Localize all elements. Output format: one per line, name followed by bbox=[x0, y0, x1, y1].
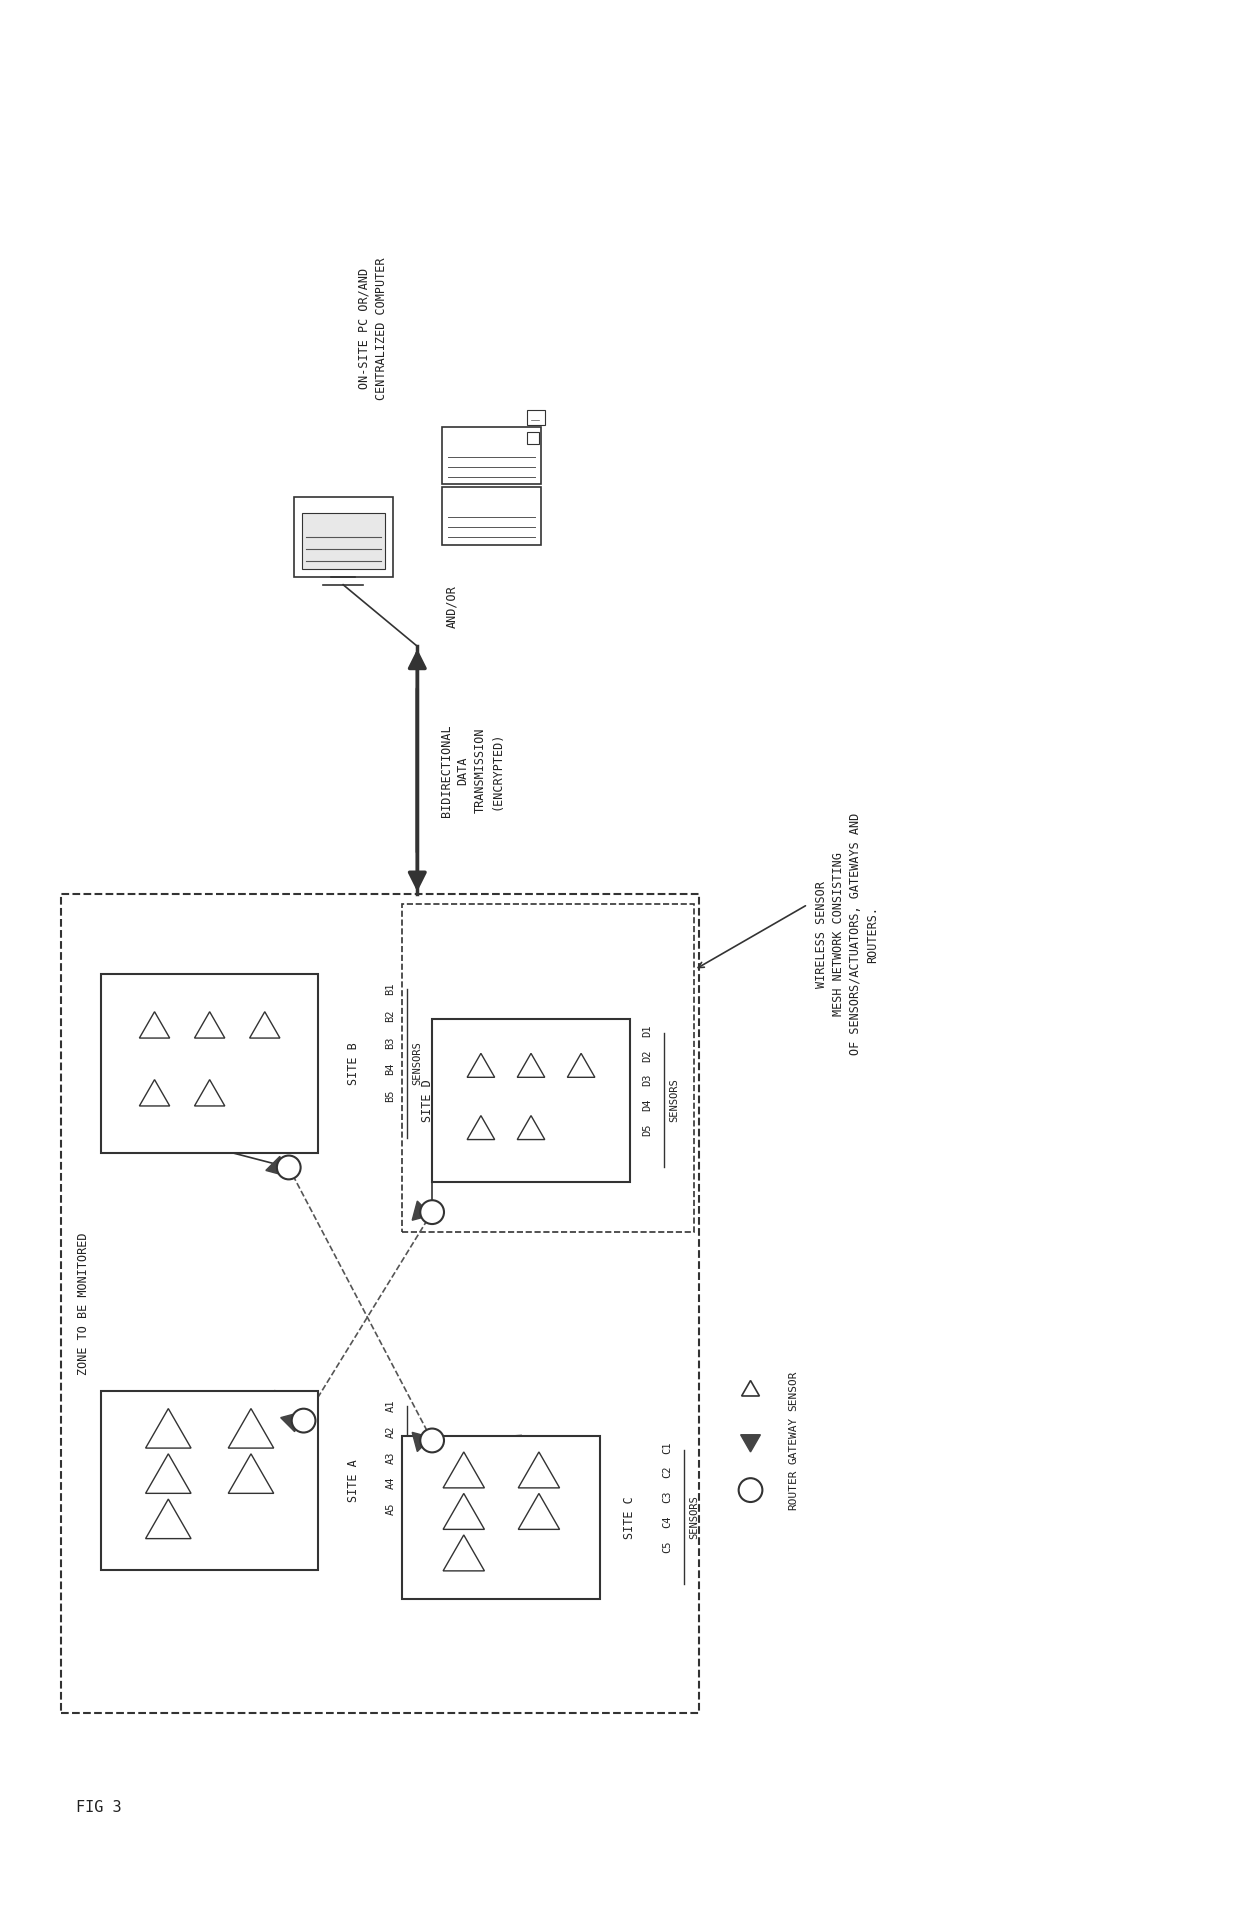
Bar bbox=[527, 433, 539, 444]
Bar bbox=[441, 427, 541, 484]
Polygon shape bbox=[443, 1453, 485, 1487]
Text: A5: A5 bbox=[386, 1502, 396, 1516]
Text: C4: C4 bbox=[662, 1516, 672, 1527]
Text: C1: C1 bbox=[662, 1441, 672, 1453]
Polygon shape bbox=[280, 1413, 300, 1432]
Text: SITE B: SITE B bbox=[346, 1041, 360, 1085]
Polygon shape bbox=[740, 1436, 760, 1453]
Text: D1: D1 bbox=[642, 1024, 652, 1037]
Polygon shape bbox=[195, 1013, 224, 1037]
Polygon shape bbox=[742, 1380, 759, 1395]
Polygon shape bbox=[412, 1202, 432, 1221]
Text: ON-SITE PC OR/AND
CENTRALIZED COMPUTER: ON-SITE PC OR/AND CENTRALIZED COMPUTER bbox=[358, 256, 388, 400]
Text: SITE C: SITE C bbox=[624, 1497, 636, 1539]
Text: D2: D2 bbox=[642, 1049, 652, 1062]
Polygon shape bbox=[145, 1455, 191, 1493]
Text: B3: B3 bbox=[386, 1035, 396, 1049]
Text: B5: B5 bbox=[386, 1089, 396, 1102]
Bar bbox=[403, 905, 694, 1233]
Text: SENSORS: SENSORS bbox=[412, 1458, 423, 1502]
Polygon shape bbox=[467, 1116, 495, 1139]
Text: C3: C3 bbox=[662, 1491, 672, 1502]
Bar bbox=[441, 488, 541, 544]
Polygon shape bbox=[443, 1535, 485, 1571]
Polygon shape bbox=[228, 1455, 274, 1493]
Polygon shape bbox=[518, 1453, 559, 1487]
Text: D4: D4 bbox=[642, 1099, 652, 1112]
Text: WIRELESS SENSOR
MESH NETWORK CONSISTING
OF SENSORS/ACTUATORS, GATEWAYS AND
ROUTE: WIRELESS SENSOR MESH NETWORK CONSISTING … bbox=[816, 813, 879, 1055]
Text: FIG 3: FIG 3 bbox=[76, 1801, 122, 1814]
Bar bbox=[100, 974, 319, 1152]
Text: AND/OR: AND/OR bbox=[445, 586, 459, 628]
Text: B2: B2 bbox=[386, 1009, 396, 1022]
Polygon shape bbox=[568, 1053, 595, 1078]
Text: SENSORS: SENSORS bbox=[689, 1495, 699, 1539]
Text: C2: C2 bbox=[662, 1466, 672, 1478]
Text: D5: D5 bbox=[642, 1124, 652, 1137]
Bar bbox=[527, 410, 544, 425]
Bar bbox=[403, 1436, 600, 1600]
Polygon shape bbox=[265, 1156, 285, 1175]
Text: SENSORS: SENSORS bbox=[670, 1079, 680, 1122]
Text: SITE A: SITE A bbox=[346, 1458, 360, 1502]
Text: GATEWAY: GATEWAY bbox=[789, 1416, 799, 1464]
Text: SENSOR: SENSOR bbox=[789, 1370, 799, 1411]
Text: SITE D: SITE D bbox=[420, 1079, 434, 1122]
Circle shape bbox=[420, 1428, 444, 1453]
Circle shape bbox=[291, 1409, 315, 1432]
Polygon shape bbox=[517, 1053, 544, 1078]
Bar bbox=[432, 1018, 630, 1183]
Text: BIDIRECTIONAL
DATA
TRANSMISSION
(ENCRYPTED): BIDIRECTIONAL DATA TRANSMISSION (ENCRYPT… bbox=[440, 723, 503, 817]
Text: C5: C5 bbox=[662, 1541, 672, 1552]
Polygon shape bbox=[195, 1079, 224, 1106]
Text: B4: B4 bbox=[386, 1062, 396, 1076]
Text: D3: D3 bbox=[642, 1074, 652, 1087]
Polygon shape bbox=[412, 1432, 432, 1451]
Polygon shape bbox=[517, 1116, 544, 1139]
Polygon shape bbox=[249, 1013, 280, 1037]
Polygon shape bbox=[139, 1079, 170, 1106]
Polygon shape bbox=[139, 1013, 170, 1037]
Text: B1: B1 bbox=[386, 982, 396, 995]
Text: A4: A4 bbox=[386, 1478, 396, 1489]
Bar bbox=[294, 498, 393, 576]
Polygon shape bbox=[443, 1493, 485, 1529]
Polygon shape bbox=[228, 1409, 274, 1449]
Bar bbox=[61, 894, 699, 1713]
Polygon shape bbox=[145, 1409, 191, 1449]
Circle shape bbox=[277, 1156, 300, 1179]
Bar bbox=[301, 513, 384, 568]
Text: A1: A1 bbox=[386, 1399, 396, 1413]
Text: A2: A2 bbox=[386, 1426, 396, 1437]
Text: ZONE TO BE MONITORED: ZONE TO BE MONITORED bbox=[77, 1233, 89, 1376]
Polygon shape bbox=[467, 1053, 495, 1078]
Polygon shape bbox=[145, 1499, 191, 1539]
Polygon shape bbox=[518, 1493, 559, 1529]
Text: ROUTER: ROUTER bbox=[789, 1470, 799, 1510]
Bar bbox=[100, 1391, 319, 1569]
Text: A3: A3 bbox=[386, 1451, 396, 1464]
Circle shape bbox=[420, 1200, 444, 1225]
Text: SENSORS: SENSORS bbox=[412, 1041, 423, 1085]
Circle shape bbox=[739, 1478, 763, 1502]
